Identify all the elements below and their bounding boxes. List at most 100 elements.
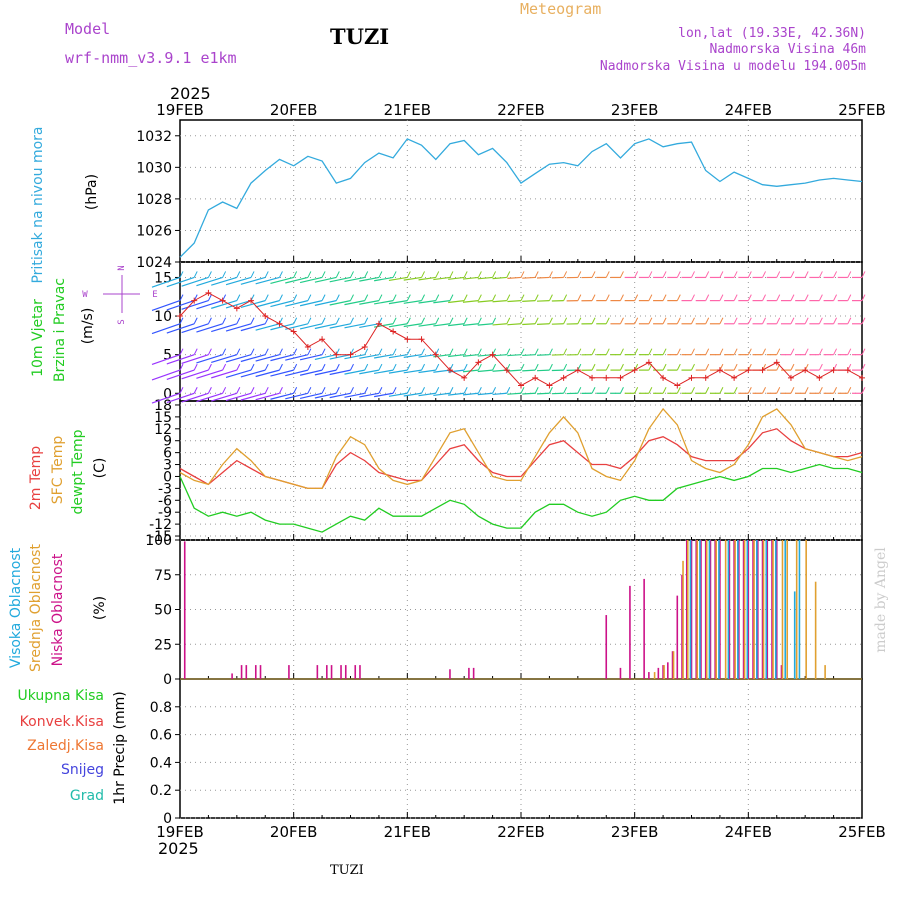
wind-label-2: Brzina i Pravac (52, 278, 68, 382)
wind-barb-flag (847, 348, 852, 355)
wind-barb (225, 354, 252, 363)
pressure-ytick-label: 1032 (136, 129, 172, 145)
wind-barb-flag (591, 363, 596, 371)
dewpt-temp-label: dewpt Temp (70, 429, 86, 514)
wind-barb (359, 300, 380, 305)
wind-barb-flag (335, 317, 340, 325)
wind-barb-flag (364, 348, 369, 355)
wind-barb-flag (307, 387, 312, 394)
wind-barb (462, 323, 479, 326)
wind-barb (359, 392, 380, 398)
wind-barb-flag (577, 387, 582, 394)
wind-speed-marker (532, 374, 539, 381)
wind-speed-marker (645, 359, 652, 366)
wind-speed-marker (830, 367, 837, 374)
temperature-ytick-label: -3 (158, 481, 172, 497)
wind-barb-flag (662, 317, 667, 325)
wind-barb-flag (449, 294, 454, 301)
wind-barb (270, 354, 294, 362)
temperature-ytick-label: 6 (163, 446, 172, 462)
wind-barb-flag (719, 348, 724, 355)
wind-barb-flag (790, 363, 795, 371)
wind-barb-flag (676, 317, 681, 325)
wind-barb-flag (634, 387, 639, 394)
wind-barb-flag (264, 363, 269, 371)
wind-speed-marker (404, 336, 411, 343)
wind-speed-marker (219, 297, 226, 304)
wind-barb (151, 369, 181, 381)
wind-barb (492, 323, 507, 326)
temperature-ytick-label: -9 (158, 505, 172, 521)
wind-barb-flag (620, 317, 624, 325)
wind-barb-flag (719, 271, 724, 278)
wind-speed-marker (731, 374, 738, 381)
wind-barb (477, 300, 493, 303)
wind-barb-flag (776, 271, 781, 278)
wind-barb-flag (477, 294, 482, 301)
svg-text:S: S (117, 319, 127, 324)
wind-barb (388, 392, 408, 397)
wind-barb-flag (577, 271, 582, 278)
wind-barb (536, 276, 550, 279)
wind-barb-flag (463, 271, 468, 278)
wind-barb (166, 392, 195, 404)
panel-frames (179, 119, 863, 819)
wind-barb-flag (463, 294, 468, 301)
wind-barb (359, 369, 380, 375)
wind-barb-flag (747, 317, 752, 325)
wind-barb-flag (733, 271, 738, 278)
wind-speed-marker (248, 297, 255, 304)
credit-label: made by Angel (873, 547, 889, 653)
wind-barb-flag (634, 348, 639, 355)
wind-barb-flag (563, 387, 568, 394)
wind-barb (151, 276, 181, 288)
wind-barb-flag (449, 348, 454, 355)
wind-barb-flag (321, 294, 326, 301)
wind-barb (522, 392, 536, 395)
wind-barb (522, 354, 536, 357)
wind-barb-flag (463, 363, 468, 371)
wind-barb-flag (193, 317, 198, 325)
wind-barb-flag (620, 348, 624, 355)
temperature-ytick-label: -12 (149, 517, 172, 533)
wind-barb-flag (563, 294, 568, 301)
wind-barb-flag (534, 317, 539, 325)
top-date-ticks: 19FEB 20FEB 21FEB 22FEB 23FEB 24FEB 25FEB (156, 101, 885, 119)
wind-barb (522, 369, 536, 372)
wind-barb (344, 392, 365, 398)
wind-barb (374, 369, 394, 375)
wind-barb-flag (634, 271, 639, 278)
wind-barb (418, 392, 436, 397)
wind-barb-flag (818, 294, 823, 301)
wind-barb (211, 300, 238, 309)
wind-barb-flag (762, 387, 766, 394)
wind-barb-flag (307, 294, 312, 301)
wind-barb-flag (534, 363, 539, 371)
wind-barb-flag (620, 294, 624, 301)
wind-barb-flag (847, 271, 852, 278)
wind-barb (344, 276, 365, 283)
wind-barb-flag (307, 271, 312, 278)
wind-barb-flag (335, 271, 340, 278)
wind-barb-flag (321, 387, 326, 394)
wind-ytick-label: 15 (154, 270, 172, 286)
wind-barb-flag (222, 348, 227, 355)
wind-barb-flag (477, 271, 482, 278)
wind-barb (270, 392, 294, 400)
wind-barb-flag (293, 387, 298, 394)
wind-barb-flag (335, 294, 340, 301)
wind-barb-flag (222, 387, 227, 394)
wind-barb (211, 276, 238, 286)
wind-barb-flag (804, 348, 809, 355)
wind-barb-flag (350, 363, 354, 371)
wind-barb (181, 323, 209, 334)
wind-barb-flag (421, 363, 425, 371)
wind-barb-flag (463, 348, 468, 355)
wind-barb (211, 392, 238, 402)
wind-speed-marker (191, 297, 198, 304)
wind-barb-flag (350, 317, 354, 325)
wind-barb-flag (392, 363, 397, 371)
wind-speed-marker (304, 343, 311, 350)
wind-barb (359, 276, 380, 282)
model-name: wrf-nmm_v3.9.1 e1km (65, 49, 237, 67)
